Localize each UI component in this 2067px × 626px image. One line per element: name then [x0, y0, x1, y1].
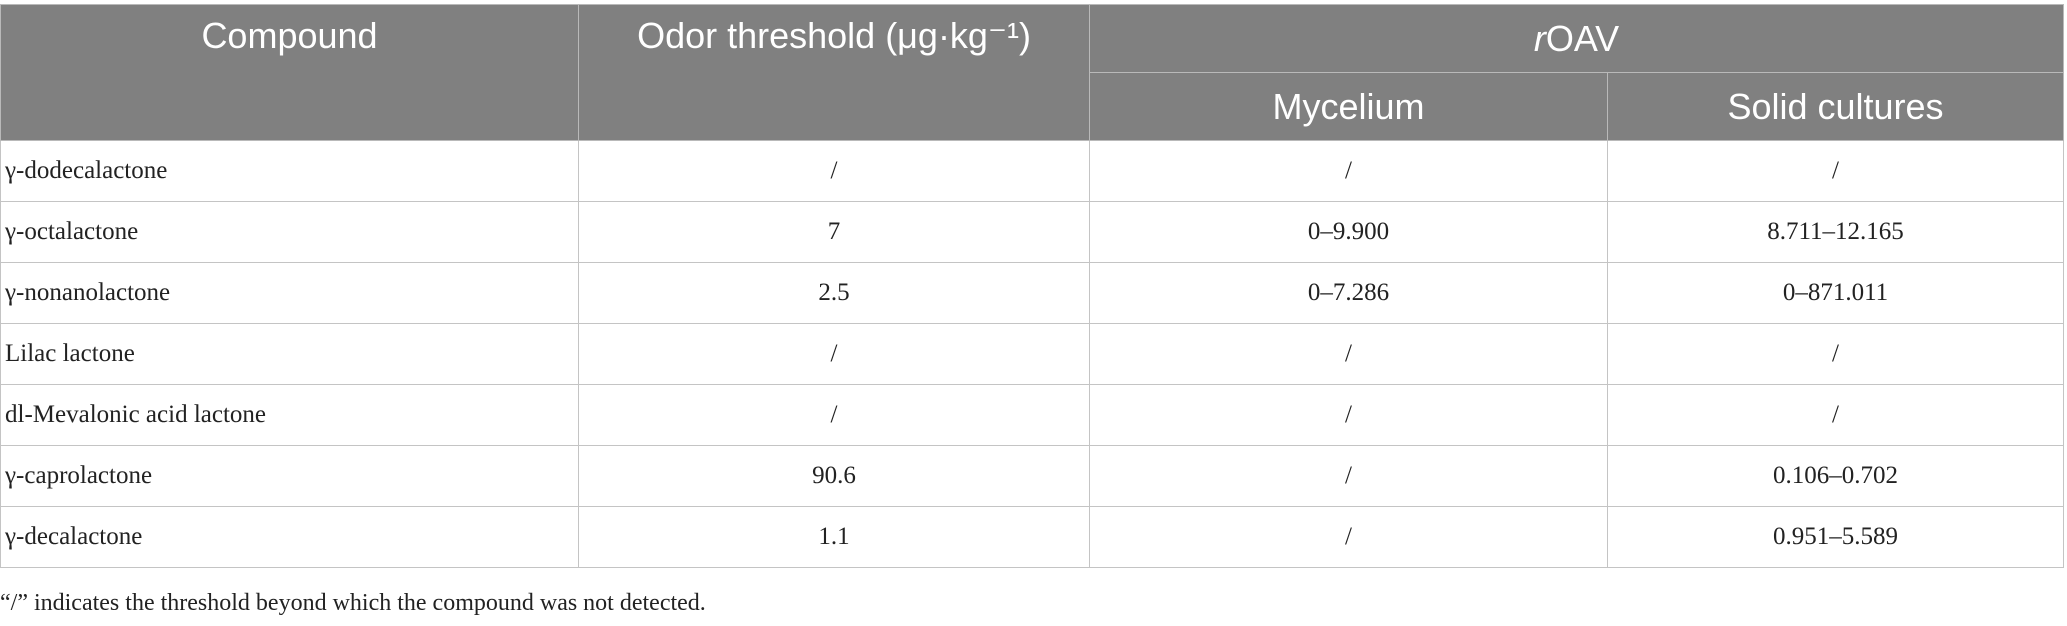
- header-row-2: Mycelium Solid cultures: [1, 72, 2065, 141]
- cell-compound: γ-caprolactone: [0, 445, 579, 507]
- table-row: γ-decalactone 1.1 / 0.951–5.589: [0, 506, 2065, 568]
- cell-mycelium: /: [1089, 323, 1608, 385]
- cell-compound: Lilac lactone: [0, 323, 579, 385]
- data-table: Compound Odor threshold (μg·kg⁻¹) rOAV M…: [0, 4, 2065, 568]
- cell-compound: γ-dodecalactone: [0, 140, 579, 202]
- table-row: dl-Mevalonic acid lactone / / /: [0, 384, 2065, 446]
- cell-threshold: /: [578, 323, 1090, 385]
- cell-threshold: 1.1: [578, 506, 1090, 568]
- cell-solid-cultures: 0.106–0.702: [1606, 445, 2065, 507]
- cell-mycelium: /: [1089, 445, 1608, 507]
- cell-solid-cultures: 0.951–5.589: [1606, 506, 2065, 568]
- table-row: γ-caprolactone 90.6 / 0.106–0.702: [0, 445, 2065, 507]
- table-footnote: “/” indicates the threshold beyond which…: [0, 590, 706, 616]
- header-row-1: Compound Odor threshold (μg·kg⁻¹) rOAV: [0, 4, 2065, 141]
- table-row: γ-octalactone 7 0–9.900 8.711–12.165: [0, 201, 2065, 263]
- cell-threshold: 7: [578, 201, 1090, 263]
- cell-compound: dl-Mevalonic acid lactone: [0, 384, 579, 446]
- cell-solid-cultures: 8.711–12.165: [1606, 201, 2065, 263]
- cell-mycelium: /: [1089, 506, 1608, 568]
- table-row: Lilac lactone / / /: [0, 323, 2065, 385]
- cell-mycelium: 0–7.286: [1089, 262, 1608, 324]
- cell-solid-cultures: /: [1606, 323, 2065, 385]
- header-compound: Compound: [0, 4, 579, 141]
- cell-compound: γ-nonanolactone: [0, 262, 579, 324]
- cell-threshold: 2.5: [578, 262, 1090, 324]
- header-odor-threshold: Odor threshold (μg·kg⁻¹): [578, 4, 1090, 141]
- cell-mycelium: /: [1089, 384, 1608, 446]
- header-solid-cultures: Solid cultures: [1606, 72, 2065, 141]
- cell-solid-cultures: /: [1606, 384, 2065, 446]
- cell-threshold: /: [578, 384, 1090, 446]
- cell-threshold: 90.6: [578, 445, 1090, 507]
- cell-mycelium: /: [1089, 140, 1608, 202]
- header-roav-prefix: r: [1533, 17, 1546, 59]
- cell-compound: γ-decalactone: [0, 506, 579, 568]
- table-header: Compound Odor threshold (μg·kg⁻¹) rOAV M…: [0, 4, 2065, 141]
- table-body: γ-dodecalactone / / / γ-octalactone 7 0–…: [0, 140, 2065, 568]
- cell-compound: γ-octalactone: [0, 201, 579, 263]
- cell-solid-cultures: /: [1606, 140, 2065, 202]
- table-row: γ-dodecalactone / / /: [0, 140, 2065, 202]
- cell-mycelium: 0–9.900: [1089, 201, 1608, 263]
- header-mycelium: Mycelium: [1089, 72, 1608, 141]
- table-row: γ-nonanolactone 2.5 0–7.286 0–871.011: [0, 262, 2065, 324]
- cell-solid-cultures: 0–871.011: [1606, 262, 2065, 324]
- header-roav-suffix: OAV: [1545, 17, 1620, 59]
- header-roav: rOAV: [1088, 4, 2065, 73]
- cell-threshold: /: [578, 140, 1090, 202]
